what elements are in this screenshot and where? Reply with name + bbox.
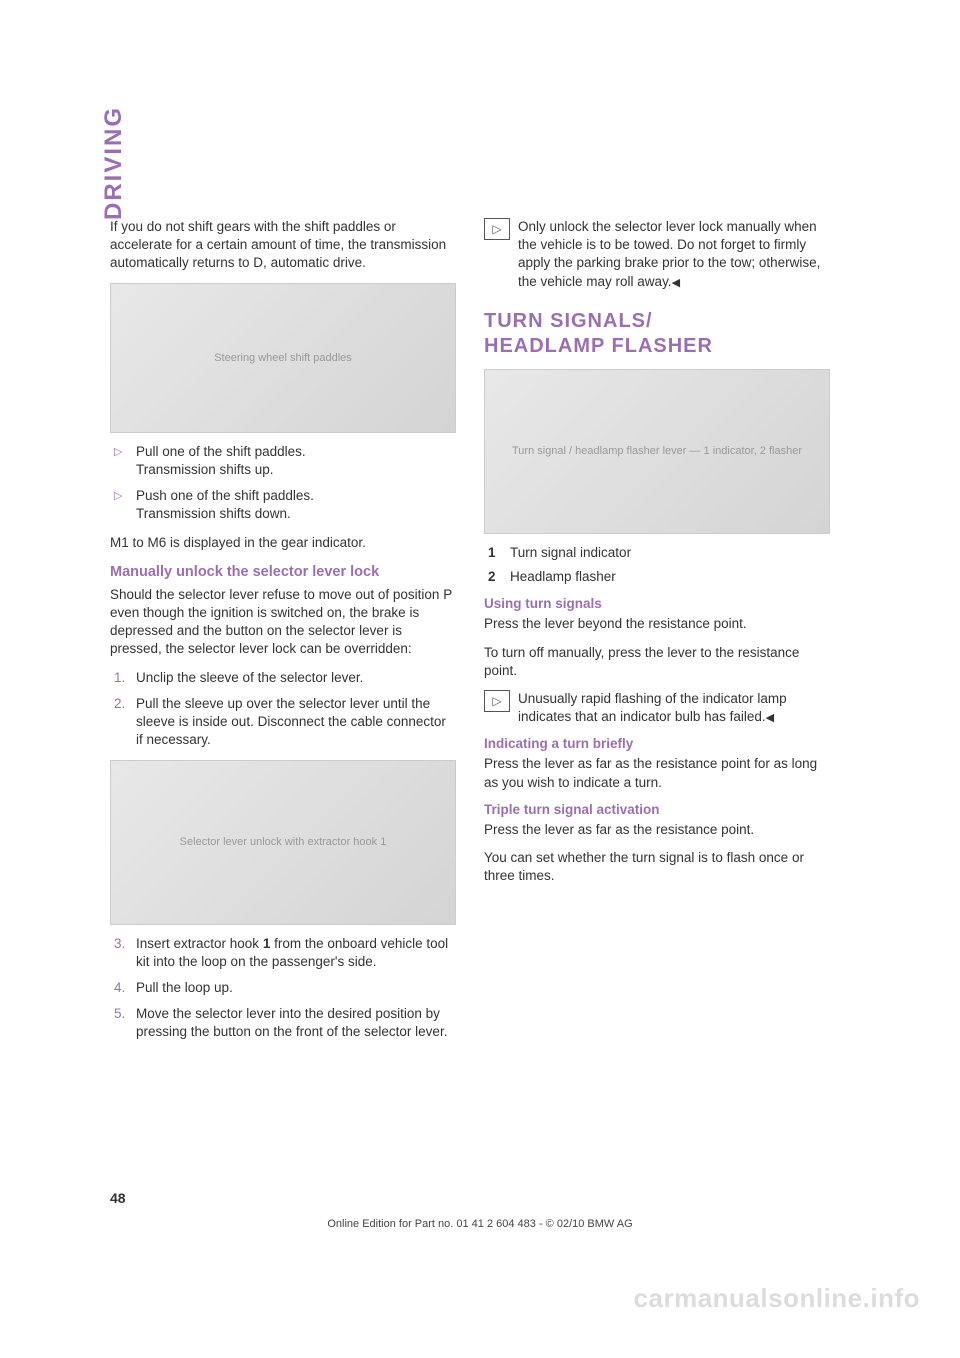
legend-item: 1 Turn signal indicator xyxy=(484,544,830,562)
heading-turn-signals: TURN SIGNALS/ HEADLAMP FLASHER xyxy=(484,309,830,359)
intro-paragraph: If you do not shift gears with the shift… xyxy=(110,218,456,273)
list-item: ▷ Push one of the shift paddles. Transmi… xyxy=(110,487,456,523)
warning-note: ▷ Only unlock the selector lever lock ma… xyxy=(484,218,830,291)
figure-alt: Turn signal / headlamp flasher lever — 1… xyxy=(512,445,802,457)
step-text: Pull the loop up. xyxy=(136,980,233,995)
subheading-triple-activation: Triple turn signal activation xyxy=(484,802,830,817)
body-text: Press the lever as far as the resistance… xyxy=(484,821,830,839)
legend-number: 1 xyxy=(488,544,496,562)
after-bullets-text: M1 to M6 is displayed in the gear indica… xyxy=(110,534,456,552)
steps-list-b: 3. Insert extractor hook 1 from the onbo… xyxy=(110,935,456,1042)
bullet-line2: Transmission shifts down. xyxy=(136,506,291,521)
page-number: 48 xyxy=(110,1190,126,1206)
list-item: 1. Unclip the sleeve of the selector lev… xyxy=(110,669,456,687)
step-number: 5. xyxy=(114,1005,125,1023)
step-text: Unclip the sleeve of the selector lever. xyxy=(136,670,363,685)
bullet-line1: Push one of the shift paddles. xyxy=(136,488,314,503)
legend-text: Headlamp flasher xyxy=(510,569,616,584)
list-item: 2. Pull the sleeve up over the selector … xyxy=(110,695,456,750)
info-note: ▷ Unusually rapid flashing of the indica… xyxy=(484,690,830,726)
bullet-line1: Pull one of the shift paddles. xyxy=(136,444,306,459)
left-column: If you do not shift gears with the shift… xyxy=(110,218,456,1052)
figure-turn-signal-lever: Turn signal / headlamp flasher lever — 1… xyxy=(484,369,830,534)
note-icon: ▷ xyxy=(484,690,510,712)
watermark: carmanualsonline.info xyxy=(634,1283,920,1314)
bullet-line2: Transmission shifts up. xyxy=(136,462,274,477)
figure-legend: 1 Turn signal indicator 2 Headlamp flash… xyxy=(484,544,830,586)
page-content: If you do not shift gears with the shift… xyxy=(110,218,830,1052)
note-text: Only unlock the selector lever lock manu… xyxy=(518,218,830,291)
list-item: 4. Pull the loop up. xyxy=(110,979,456,997)
legend-number: 2 xyxy=(488,568,496,586)
section-label: DRIVING xyxy=(100,106,128,220)
step-text: Move the selector lever into the desired… xyxy=(136,1006,447,1039)
step-number: 3. xyxy=(114,935,125,953)
bullet-list: ▷ Pull one of the shift paddles. Transmi… xyxy=(110,443,456,524)
triangle-icon: ▷ xyxy=(114,445,122,460)
step-number: 2. xyxy=(114,695,125,713)
figure-extractor-hook: Selector lever unlock with extractor hoo… xyxy=(110,760,456,925)
step-number: 4. xyxy=(114,979,125,997)
note-icon: ▷ xyxy=(484,218,510,240)
steps-list-a: 1. Unclip the sleeve of the selector lev… xyxy=(110,669,456,750)
figure-shift-paddles: Steering wheel shift paddles xyxy=(110,283,456,433)
body-text: You can set whether the turn signal is t… xyxy=(484,849,830,885)
figure-alt: Selector lever unlock with extractor hoo… xyxy=(180,836,387,848)
legend-text: Turn signal indicator xyxy=(510,545,631,560)
step-text: Pull the sleeve up over the selector lev… xyxy=(136,696,446,747)
right-column: ▷ Only unlock the selector lever lock ma… xyxy=(484,218,830,1052)
body-text: To turn off manually, press the lever to… xyxy=(484,644,830,680)
legend-item: 2 Headlamp flasher xyxy=(484,568,830,586)
figure-alt: Steering wheel shift paddles xyxy=(214,352,352,364)
step-number: 1. xyxy=(114,669,125,687)
unlock-paragraph: Should the selector lever refuse to move… xyxy=(110,586,456,659)
body-text: Press the lever as far as the resistance… xyxy=(484,755,830,791)
note-text: Unusually rapid flashing of the indicato… xyxy=(518,690,830,726)
list-item: 3. Insert extractor hook 1 from the onbo… xyxy=(110,935,456,971)
body-text: Press the lever beyond the resistance po… xyxy=(484,615,830,633)
subheading-unlock: Manually unlock the selector lever lock xyxy=(110,564,456,580)
subheading-indicating-briefly: Indicating a turn briefly xyxy=(484,736,830,751)
footer-text: Online Edition for Part no. 01 41 2 604 … xyxy=(0,1218,960,1230)
list-item: ▷ Pull one of the shift paddles. Transmi… xyxy=(110,443,456,479)
subheading-using-turn-signals: Using turn signals xyxy=(484,596,830,611)
list-item: 5. Move the selector lever into the desi… xyxy=(110,1005,456,1041)
step-text: Insert extractor hook 1 from the onboard… xyxy=(136,936,448,969)
triangle-icon: ▷ xyxy=(114,489,122,504)
